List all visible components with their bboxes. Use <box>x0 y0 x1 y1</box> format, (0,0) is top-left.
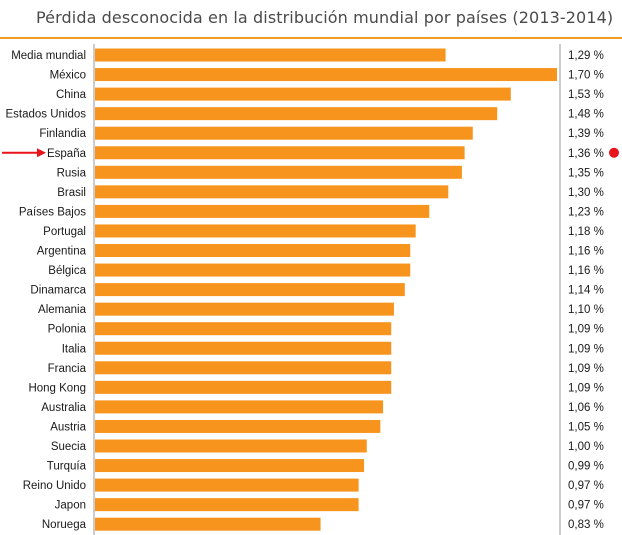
bar <box>95 224 416 238</box>
bar <box>95 185 449 199</box>
bar <box>95 68 557 82</box>
value-label: 1,70 % <box>568 70 604 82</box>
highlight-arrow-icon <box>2 148 46 158</box>
category-label: Italia <box>62 343 87 355</box>
bar <box>95 459 365 473</box>
category-label: Francia <box>48 363 87 375</box>
category-label: Estados Unidos <box>5 109 86 121</box>
bar <box>95 341 392 355</box>
bar <box>95 126 473 140</box>
category-label: México <box>50 70 86 82</box>
title-divider <box>0 37 622 39</box>
category-label: España <box>47 148 87 160</box>
value-label: 1,30 % <box>568 187 604 199</box>
value-label: 1,29 % <box>568 50 604 62</box>
bar <box>95 419 381 433</box>
value-label: 1,14 % <box>568 285 604 297</box>
value-label: 1,53 % <box>568 89 604 101</box>
value-label: 0,99 % <box>568 461 604 473</box>
value-label: 1,09 % <box>568 382 604 394</box>
value-label: 1,10 % <box>568 304 604 316</box>
category-label: Rusia <box>57 167 87 179</box>
category-label: Turquía <box>47 461 87 473</box>
category-label: Bélgica <box>48 265 86 277</box>
category-label: Países Bajos <box>19 206 86 218</box>
category-label: Portugal <box>43 226 86 238</box>
category-label: Suecia <box>51 441 87 453</box>
bar <box>95 146 465 160</box>
category-label: Japon <box>55 500 86 512</box>
value-label: 1,06 % <box>568 402 604 414</box>
bar <box>95 478 359 492</box>
bar <box>95 204 430 218</box>
bar <box>95 48 446 62</box>
value-label: 0,97 % <box>568 480 604 492</box>
category-label: Alemania <box>38 304 87 316</box>
value-label: 1,48 % <box>568 109 604 121</box>
bar <box>95 165 462 179</box>
bar <box>95 517 321 531</box>
category-label: Hong Kong <box>28 382 86 394</box>
category-label: Finlandia <box>39 128 86 140</box>
value-label: 0,97 % <box>568 500 604 512</box>
bar <box>95 87 511 101</box>
value-label: 1,09 % <box>568 343 604 355</box>
category-label: Noruega <box>42 519 87 531</box>
bar <box>95 107 498 121</box>
value-label: 1,39 % <box>568 128 604 140</box>
category-label: Dinamarca <box>30 285 86 297</box>
category-label: Austria <box>50 421 86 433</box>
value-label: 1,09 % <box>568 363 604 375</box>
category-label: Media mundial <box>11 50 86 62</box>
category-label: Polonia <box>48 324 87 336</box>
bar <box>95 361 392 375</box>
category-label: Reino Unido <box>23 480 86 492</box>
highlight-dot-icon <box>609 147 619 158</box>
category-label: Australia <box>41 402 86 414</box>
bar <box>95 244 411 257</box>
value-label: 1,36 % <box>568 148 604 160</box>
chart-title: Pérdida desconocida en la distribución m… <box>36 8 614 27</box>
value-label: 1,16 % <box>568 265 604 277</box>
value-label: 1,35 % <box>568 167 604 179</box>
bar <box>95 302 394 316</box>
value-label: 1,23 % <box>568 206 604 218</box>
bar <box>95 400 384 414</box>
bar <box>95 283 405 297</box>
bar <box>95 439 367 453</box>
value-label: 1,09 % <box>568 324 604 336</box>
category-label: Argentina <box>37 246 87 258</box>
category-label: China <box>56 89 87 101</box>
value-label: 1,00 % <box>568 441 604 453</box>
value-label: 0,83 % <box>568 519 604 531</box>
bar <box>95 263 411 277</box>
bar <box>95 498 359 512</box>
bar <box>95 380 392 394</box>
value-label: 1,18 % <box>568 226 604 238</box>
value-label: 1,16 % <box>568 246 604 258</box>
bar <box>95 322 392 336</box>
category-label: Brasil <box>57 187 86 199</box>
value-label: 1,05 % <box>568 421 604 433</box>
